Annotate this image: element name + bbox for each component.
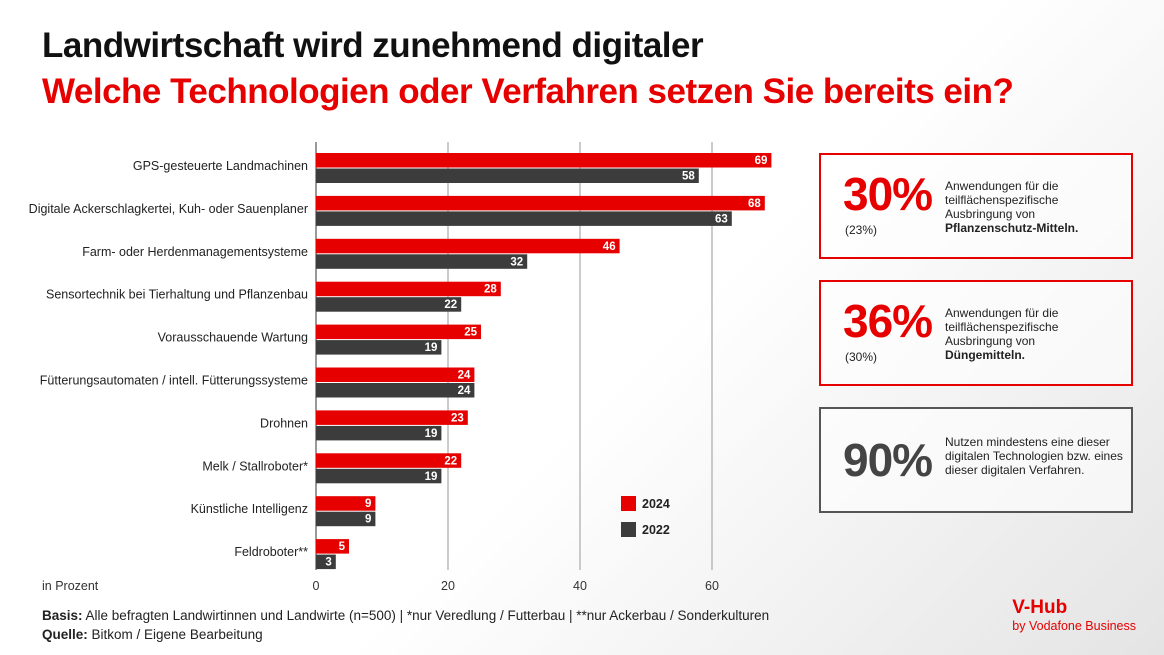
category-label: Farm- oder Herdenmanagementsysteme — [82, 245, 308, 259]
bar-2024 — [316, 539, 349, 554]
bar-2024 — [316, 367, 475, 382]
bar-2024 — [316, 496, 376, 511]
stat-previous: (30%) — [845, 350, 878, 364]
footer-source: Quelle: Bitkom / Eigene Bearbeitung — [42, 627, 263, 643]
data-label: 19 — [425, 471, 438, 483]
stat-description: Anwendungen für die teilflächenspezifisc… — [945, 179, 1127, 235]
bar-2024 — [316, 195, 765, 211]
stat-text: Anwendungen für die teilflächenspezifisc… — [945, 179, 1059, 221]
data-label: 25 — [464, 327, 477, 339]
legend-swatch — [621, 522, 636, 537]
stat-box-duengemittel: 36% (30%) Anwendungen für die teilfläche… — [819, 280, 1133, 386]
stat-bold: Pflanzenschutz-Mitteln. — [945, 221, 1079, 235]
data-label: 22 — [444, 299, 457, 311]
data-label: 32 — [510, 256, 523, 268]
bar-2022 — [316, 340, 442, 355]
x-tick-label: 0 — [313, 579, 320, 593]
x-axis-label: in Prozent — [42, 579, 99, 593]
data-label: 69 — [755, 155, 768, 167]
data-label: 9 — [365, 514, 371, 526]
bar-2022 — [316, 554, 336, 570]
data-label: 23 — [451, 412, 464, 424]
category-label: GPS-gesteuerte Landmachinen — [133, 159, 308, 173]
stat-value: 30% — [843, 168, 933, 220]
data-label: 46 — [603, 241, 616, 253]
data-label: 5 — [339, 541, 346, 553]
x-tick-label: 40 — [573, 579, 587, 593]
bar-2022 — [316, 297, 462, 312]
bar-2024 — [316, 324, 481, 340]
bar-2024 — [316, 281, 501, 297]
logo-name: V-Hub — [1012, 597, 1068, 618]
data-label: 19 — [425, 428, 438, 440]
stat-description: Anwendungen für die teilflächenspezifisc… — [945, 306, 1127, 362]
data-label: 24 — [458, 370, 471, 382]
stat-previous: (23%) — [845, 223, 878, 237]
bar-2022 — [316, 211, 732, 226]
bar-2022 — [316, 254, 528, 269]
bar-2022 — [316, 168, 699, 183]
bar-2024 — [316, 453, 462, 468]
logo: V-Hub by Vodafone Business — [1012, 597, 1136, 634]
stat-bold: Düngemitteln. — [945, 348, 1025, 362]
category-label: Fütterungsautomaten / intell. Fütterungs… — [40, 374, 308, 388]
source-label: Quelle: — [42, 627, 88, 642]
category-label: Melk / Stallroboter* — [202, 459, 308, 473]
category-label: Vorausschauende Wartung — [158, 331, 308, 345]
stat-text: Anwendungen für die teilflächenspezifisc… — [945, 306, 1059, 348]
data-label: 24 — [458, 385, 471, 397]
bar-2024 — [316, 153, 772, 168]
stat-box-pflanzenschutz: 30% (23%) Anwendungen für die teilfläche… — [819, 153, 1133, 259]
category-label: Feldroboter** — [234, 545, 308, 559]
category-label: Sensortechnik bei Tierhaltung und Pflanz… — [46, 288, 308, 302]
data-label: 68 — [748, 198, 761, 210]
footer-basis: Basis: Alle befragten Landwirtinnen und … — [42, 608, 769, 624]
subtitle: Welche Technologien oder Verfahren setze… — [42, 72, 1014, 111]
bar-2024 — [316, 238, 620, 254]
basis-text: Alle befragten Landwirtinnen und Landwir… — [82, 608, 770, 623]
category-label: Drohnen — [260, 416, 308, 430]
data-label: 28 — [484, 284, 497, 296]
x-tick-label: 20 — [441, 579, 455, 593]
stat-box-nutzung: 90% Nutzen mindestens eine dieser digita… — [819, 407, 1133, 513]
source-text: Bitkom / Eigene Bearbeitung — [87, 627, 263, 642]
stat-text: Nutzen mindestens eine dieser digitalen … — [945, 435, 1123, 477]
legend-label: 2022 — [642, 523, 670, 537]
data-label: 19 — [425, 342, 438, 354]
x-tick-label: 60 — [705, 579, 719, 593]
category-label: Digitale Ackerschlagkertei, Kuh- oder Sa… — [29, 202, 308, 216]
legend-label: 2024 — [642, 497, 670, 511]
legend-swatch — [621, 496, 636, 511]
category-label: Künstliche Intelligenz — [191, 502, 308, 516]
data-label: 9 — [365, 498, 371, 510]
stat-value: 36% — [843, 295, 933, 347]
logo-by: by Vodafone Business — [1012, 619, 1136, 633]
data-label: 58 — [682, 171, 695, 183]
data-label: 22 — [444, 455, 457, 467]
bar-2022 — [316, 425, 442, 441]
bar-2024 — [316, 410, 468, 425]
stat-value: 90% — [843, 434, 933, 486]
data-label: 3 — [325, 557, 331, 569]
data-label: 63 — [715, 213, 728, 225]
stat-description: Nutzen mindestens eine dieser digitalen … — [945, 435, 1127, 477]
bar-2022 — [316, 383, 475, 398]
title: Landwirtschaft wird zunehmend digitaler — [42, 26, 704, 65]
basis-label: Basis: — [42, 608, 83, 623]
bar-2022 — [316, 511, 376, 527]
bar-2022 — [316, 468, 442, 484]
